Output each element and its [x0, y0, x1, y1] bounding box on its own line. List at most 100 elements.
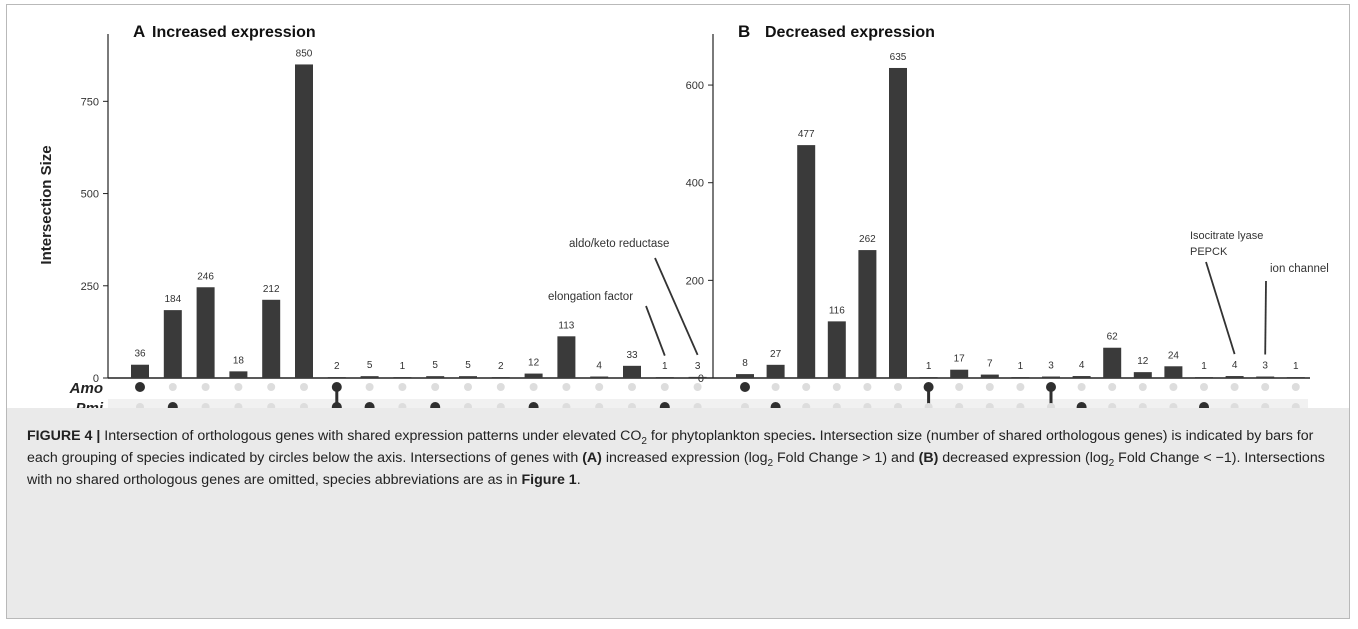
bar-a-16 [655, 377, 674, 378]
bar-a-13 [557, 336, 576, 378]
bar-value-label-a-11: 2 [498, 361, 504, 372]
matrix-dot-a-13-pmi [562, 403, 571, 408]
bar-a-4 [262, 299, 281, 378]
bar-value-label-b-2: 477 [798, 129, 815, 140]
y-tick-label-b-200: 200 [686, 275, 704, 287]
row-stripe-pmi [108, 399, 1308, 408]
bar-a-7 [360, 376, 379, 378]
matrix-dot-a-2-pmi [201, 403, 210, 408]
matrix-dot-b-8-pmi [985, 403, 994, 408]
bar-value-label-b-8: 7 [987, 359, 993, 370]
bar-b-3 [827, 321, 846, 378]
panel-letter-b: B [738, 22, 750, 41]
bar-b-5 [889, 67, 907, 379]
bar-value-label-a-6: 2 [334, 361, 340, 372]
caption-figure-label: FIGURE 4 | [27, 428, 101, 444]
bar-a-10 [459, 376, 477, 378]
bar-a-12 [524, 373, 543, 378]
species-label-amo: Amo [69, 380, 103, 397]
caption-figure-ref[interactable]: Figure 1 [521, 472, 577, 488]
bar-value-label-a-0: 36 [134, 349, 146, 360]
caption-ref-b: (B) [918, 450, 939, 466]
bar-b-11 [1072, 376, 1091, 378]
matrix-dot-a-11-amo [496, 383, 505, 391]
matrix-dot-b-13-pmi [1138, 403, 1147, 408]
matrix-dot-a-9-pmi [430, 402, 441, 408]
y-tick-label-a-750: 750 [81, 96, 99, 108]
matrix-dot-b-12-amo [1108, 383, 1117, 391]
matrix-dot-b-2-amo [802, 383, 811, 391]
matrix-dot-b-16-amo [1230, 383, 1239, 391]
bar-value-label-b-5: 635 [890, 52, 907, 63]
matrix-dot-a-5-amo [300, 383, 308, 391]
y-tick-label-a-0: 0 [93, 373, 99, 385]
y-tick-label-b-0: 0 [698, 373, 704, 385]
matrix-dot-b-14-pmi [1169, 403, 1178, 408]
bar-b-9 [1011, 377, 1030, 378]
bar-b-16 [1225, 376, 1244, 378]
annotation-isocitrate-lyase-line-1: PEPCK [1190, 246, 1228, 258]
matrix-dot-a-4-amo [267, 383, 276, 391]
bar-b-1 [766, 364, 785, 378]
matrix-dot-a-6-pmi [331, 402, 342, 408]
bar-b-4 [858, 250, 877, 378]
matrix-dot-b-6-pmi [924, 403, 933, 408]
bar-b-8 [980, 374, 999, 378]
matrix-dot-a-12-amo [529, 383, 538, 391]
bar-b-10 [1042, 376, 1060, 378]
matrix-dot-b-11-amo [1077, 383, 1086, 391]
bar-value-label-b-11: 4 [1079, 360, 1085, 371]
bar-value-label-b-1: 27 [770, 349, 782, 360]
bar-value-label-b-18: 1 [1293, 361, 1299, 372]
matrix-dot-a-14-pmi [595, 403, 604, 408]
bar-b-15 [1195, 377, 1213, 378]
bar-value-label-b-9: 1 [1018, 361, 1024, 372]
panel-letter-a: A [133, 22, 145, 41]
bar-value-label-a-10: 5 [465, 360, 471, 371]
matrix-dot-b-3-pmi [832, 403, 841, 408]
matrix-dot-a-3-pmi [234, 403, 243, 408]
matrix-dot-a-16-amo [660, 383, 669, 391]
matrix-dot-a-8-amo [398, 383, 407, 391]
bar-value-label-b-0: 8 [742, 358, 748, 369]
bar-value-label-a-3: 18 [233, 355, 245, 366]
bar-b-0 [736, 374, 754, 378]
matrix-dot-b-18-pmi [1291, 403, 1300, 408]
matrix-dot-b-0-amo [740, 382, 750, 392]
bar-b-2 [797, 145, 816, 378]
caption-ref-a: (A) [582, 450, 602, 466]
bar-b-6 [919, 377, 938, 378]
matrix-dot-b-3-amo [832, 383, 841, 391]
matrix-dot-a-15-pmi [628, 403, 636, 408]
bar-value-label-b-13: 12 [1137, 356, 1149, 367]
matrix-dot-b-1-amo [771, 383, 780, 391]
matrix-dot-b-18-amo [1291, 383, 1300, 391]
bar-b-7 [950, 369, 969, 378]
matrix-dot-b-1-pmi [770, 402, 781, 408]
matrix-dot-a-1-pmi [167, 402, 178, 408]
matrix-dot-b-4-pmi [863, 403, 872, 408]
bar-a-6 [327, 377, 346, 378]
bar-value-label-b-16: 4 [1232, 360, 1238, 371]
matrix-dot-b-7-amo [955, 383, 964, 391]
matrix-dot-b-8-amo [985, 383, 994, 391]
bar-value-label-a-5: 850 [296, 48, 313, 59]
annotation-line-ion-channel [1264, 280, 1267, 355]
y-tick-label-a-250: 250 [81, 281, 99, 293]
matrix-dot-a-12-pmi [528, 402, 539, 408]
bar-value-label-a-17: 3 [695, 361, 701, 372]
bar-a-1 [163, 310, 182, 378]
matrix-dot-b-15-pmi [1199, 402, 1209, 408]
matrix-dot-a-0-pmi [136, 403, 144, 408]
matrix-dot-a-3-amo [234, 383, 243, 391]
bar-b-18 [1286, 377, 1305, 378]
bar-b-14 [1164, 366, 1183, 378]
panel-title-b: Decreased expression [765, 24, 935, 41]
matrix-dot-b-10-amo [1046, 382, 1056, 392]
bar-value-label-a-1: 184 [164, 294, 181, 305]
bar-b-17 [1256, 376, 1275, 378]
matrix-dot-a-4-pmi [267, 403, 276, 408]
bar-a-14 [590, 376, 609, 378]
bar-value-label-b-7: 17 [954, 354, 966, 365]
